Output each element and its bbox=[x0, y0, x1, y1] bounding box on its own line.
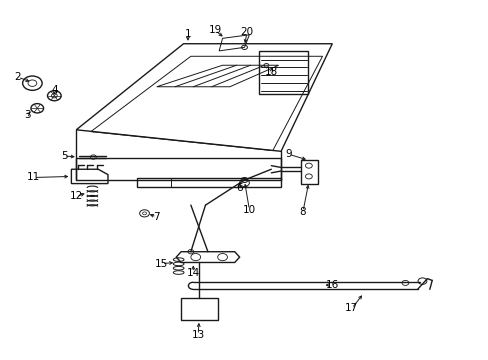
Text: 4: 4 bbox=[51, 85, 58, 95]
Text: 10: 10 bbox=[243, 205, 255, 215]
Text: 7: 7 bbox=[153, 212, 160, 222]
Text: 11: 11 bbox=[27, 172, 41, 183]
Text: 20: 20 bbox=[240, 27, 253, 37]
Text: 16: 16 bbox=[325, 280, 338, 290]
Text: 8: 8 bbox=[299, 207, 305, 217]
Text: 18: 18 bbox=[264, 67, 277, 77]
Text: 14: 14 bbox=[186, 267, 200, 278]
Text: 12: 12 bbox=[69, 192, 83, 202]
Text: 13: 13 bbox=[191, 330, 204, 340]
Text: 5: 5 bbox=[61, 151, 67, 161]
Text: 19: 19 bbox=[208, 26, 222, 35]
Text: 3: 3 bbox=[24, 110, 31, 120]
Text: 9: 9 bbox=[285, 149, 291, 159]
Text: 17: 17 bbox=[345, 303, 358, 314]
Text: 15: 15 bbox=[155, 258, 168, 269]
Text: 6: 6 bbox=[236, 183, 243, 193]
Text: 1: 1 bbox=[184, 29, 191, 39]
Text: 2: 2 bbox=[15, 72, 21, 82]
